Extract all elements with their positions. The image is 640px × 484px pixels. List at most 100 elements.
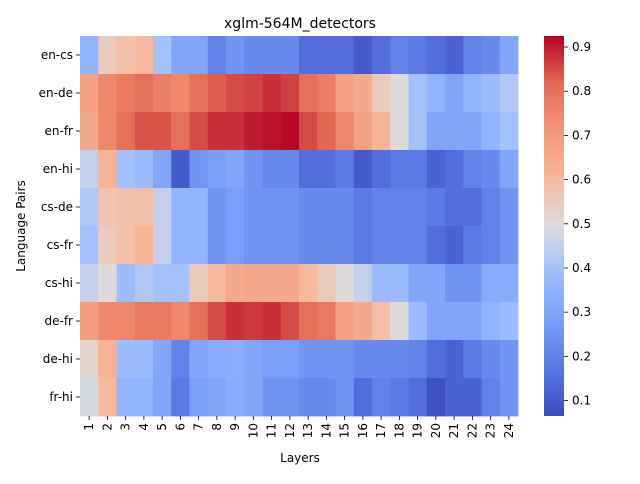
heatmap-cell: [408, 302, 428, 341]
y-tick-label: en-fr: [45, 124, 74, 138]
heatmap-cell: [153, 378, 172, 417]
heatmap-cell: [481, 340, 501, 379]
chart-title: xglm-564M_detectors: [224, 16, 376, 32]
heatmap-cell: [189, 188, 209, 227]
heatmap-cell: [189, 264, 209, 303]
y-tick-label: fr-hi: [49, 390, 73, 404]
heatmap-cell: [299, 188, 318, 227]
heatmap-cell: [189, 74, 209, 113]
heatmap-cell: [335, 378, 355, 417]
heatmap-cell: [445, 226, 464, 265]
heatmap-cell: [408, 188, 428, 227]
heatmap-cell: [372, 112, 391, 151]
heatmap-cell: [98, 264, 117, 303]
heatmap-cell: [335, 188, 355, 227]
heatmap-cell: [372, 264, 391, 303]
heatmap-cell: [226, 112, 245, 151]
heatmap-cell: [317, 74, 336, 113]
heatmap-cell: [116, 36, 136, 75]
x-tick-label: 4: [137, 423, 151, 431]
x-tick-label: 15: [338, 423, 352, 438]
heatmap-cell: [445, 112, 464, 151]
heatmap-cell: [463, 264, 482, 303]
heatmap-cell: [408, 264, 428, 303]
heatmap-cell: [353, 112, 373, 151]
heatmap-cell: [353, 226, 373, 265]
heatmap-cell: [226, 378, 245, 417]
heatmap-cell: [299, 150, 318, 189]
y-tick-label: de-hi: [43, 352, 73, 366]
x-tick-label: 19: [411, 423, 425, 438]
x-tick-label: 7: [192, 423, 206, 431]
x-tick-label: 23: [484, 423, 498, 438]
heatmap-cell: [80, 264, 99, 303]
x-tick-label: 9: [228, 423, 242, 431]
x-tick-label: 6: [173, 423, 187, 431]
heatmap-cell: [499, 36, 519, 75]
colorbar-ticks: 0.1 0.2 0.3 0.4 0.5 0.6 0.7 0.8 0.9: [564, 40, 591, 408]
heatmap-cell: [80, 340, 99, 379]
heatmap-cell: [299, 264, 318, 303]
heatmap-cell: [372, 150, 391, 189]
x-tick-label: 8: [210, 423, 224, 431]
heatmap-cell: [445, 188, 464, 227]
heatmap-cell: [189, 302, 209, 341]
heatmap-cell: [116, 188, 136, 227]
heatmap-cell: [317, 36, 336, 75]
colorbar-tick-label: 0.3: [572, 305, 591, 319]
heatmap-cell: [134, 188, 154, 227]
x-tick-label: 11: [265, 423, 279, 438]
heatmap-cell: [372, 340, 391, 379]
heatmap-cell: [280, 378, 300, 417]
heatmap-cell: [189, 150, 209, 189]
heatmap-cell: [317, 188, 336, 227]
heatmap-cell: [280, 36, 300, 75]
heatmap-cell: [499, 188, 519, 227]
heatmap-cell: [353, 264, 373, 303]
heatmap-cell: [445, 264, 464, 303]
x-tick-label: 3: [119, 423, 133, 431]
heatmap-cell: [80, 74, 99, 113]
heatmap-cell: [116, 302, 136, 341]
x-tick-label: 22: [465, 423, 479, 438]
heatmap-cell: [426, 150, 446, 189]
heatmap-cell: [445, 378, 464, 417]
heatmap-cell: [226, 74, 245, 113]
heatmap-cell: [80, 150, 99, 189]
heatmap-cell: [408, 112, 428, 151]
heatmap-cell: [226, 150, 245, 189]
heatmap-cell: [153, 36, 172, 75]
heatmap-cell: [134, 112, 154, 151]
x-tick-label: 21: [447, 423, 461, 438]
heatmap-cell: [353, 302, 373, 341]
x-tick-label: 2: [100, 423, 114, 431]
heatmap-cell: [499, 340, 519, 379]
heatmap-cell: [153, 74, 172, 113]
heatmap-cell: [153, 188, 172, 227]
x-tick-label: 16: [356, 423, 370, 438]
heatmap-cell: [372, 378, 391, 417]
x-tick-label: 18: [392, 423, 406, 438]
heatmap-cell: [226, 36, 245, 75]
heatmap-cell: [317, 226, 336, 265]
x-tick-label: 5: [155, 423, 169, 431]
heatmap-cell: [481, 378, 501, 417]
y-axis-label: Language Pairs: [14, 180, 28, 272]
heatmap-cell: [280, 74, 300, 113]
heatmap-cell: [299, 36, 318, 75]
heatmap-cell: [408, 150, 428, 189]
heatmap-cell: [335, 74, 355, 113]
heatmap-cell: [134, 302, 154, 341]
heatmap-cell: [171, 264, 190, 303]
heatmap-cell: [390, 36, 409, 75]
heatmap-cell: [463, 36, 482, 75]
heatmap-cell: [390, 264, 409, 303]
heatmap-cell: [244, 264, 263, 303]
heatmap-cell: [499, 264, 519, 303]
heatmap-cell: [244, 188, 263, 227]
heatmap-cell: [207, 340, 227, 379]
heatmap-cell: [171, 112, 190, 151]
heatmap-cell: [317, 150, 336, 189]
heatmap-cell: [445, 302, 464, 341]
heatmap-cell: [499, 378, 519, 417]
